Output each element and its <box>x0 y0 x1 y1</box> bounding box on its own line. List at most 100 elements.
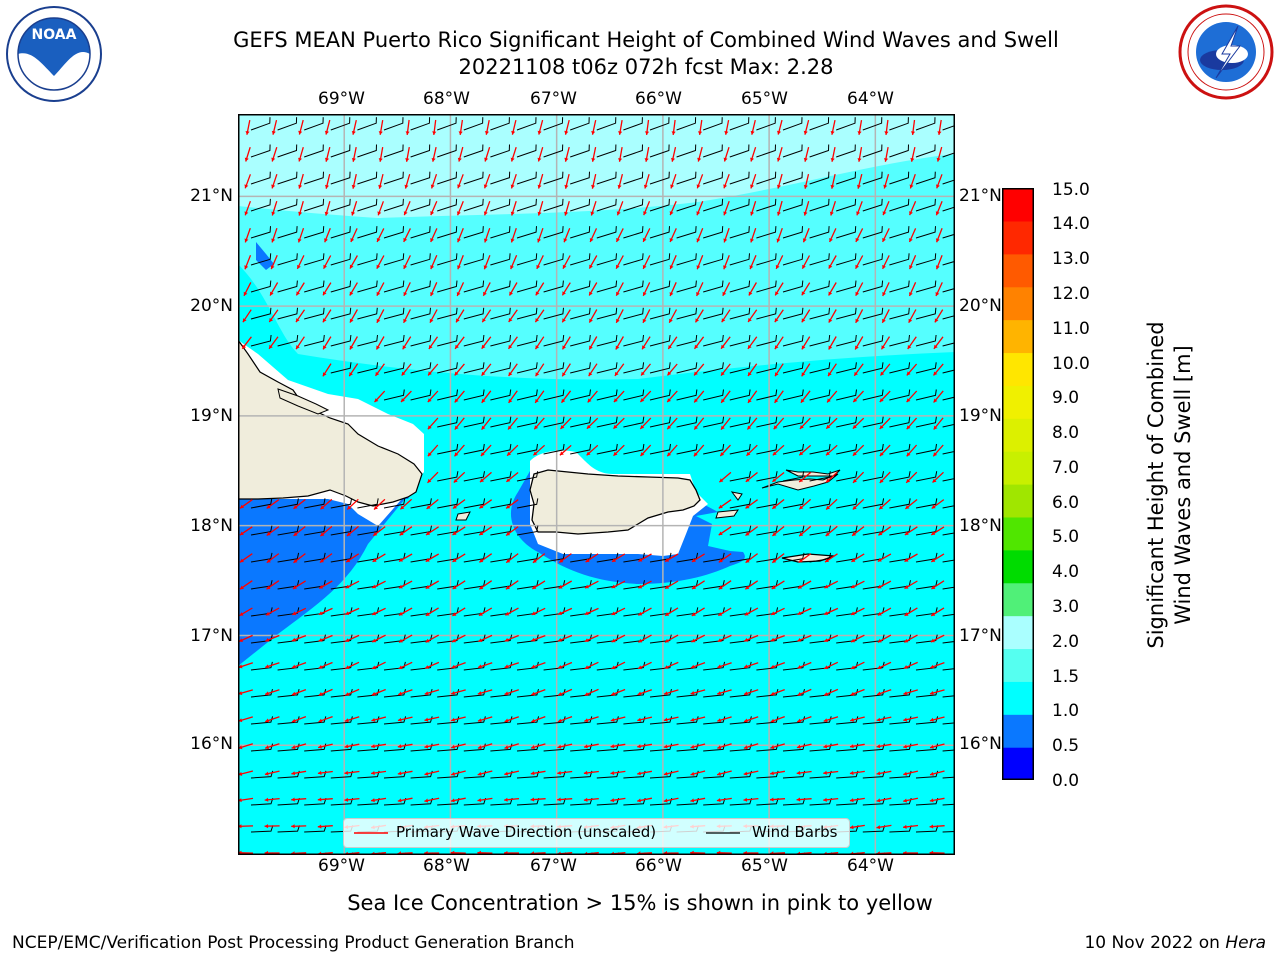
wave-arrowhead <box>590 211 595 216</box>
wave-arrowhead <box>318 665 323 669</box>
wave-arrowhead <box>426 505 431 509</box>
wave-arrowhead <box>296 291 300 296</box>
wind-barb <box>649 171 670 185</box>
wind-barb <box>756 688 779 698</box>
wave-arrowhead <box>297 264 301 269</box>
colorbar-segment <box>1002 714 1034 748</box>
wave-arrowhead <box>692 585 696 589</box>
wave-arrowhead <box>747 344 752 349</box>
wave-arrowhead <box>851 584 855 589</box>
wave-arrowhead <box>372 558 377 562</box>
wind-barb <box>277 661 300 671</box>
wave-arrowhead <box>803 157 808 162</box>
wind-barb <box>463 362 485 374</box>
wind-barb <box>516 797 540 806</box>
wind-barb <box>782 171 803 185</box>
wind-barb <box>862 253 883 266</box>
wave-arrowhead <box>664 691 668 696</box>
wind-barb <box>836 334 857 347</box>
wave-arrowhead <box>351 184 356 189</box>
wave-arrowhead <box>852 532 857 536</box>
wind-barb <box>729 171 750 185</box>
wave-arrowhead <box>770 771 774 776</box>
wave-arrowhead <box>455 344 459 349</box>
wind-barb <box>782 797 806 806</box>
wind-barb <box>357 253 378 266</box>
wind-barb <box>703 389 724 401</box>
wave-arrowhead <box>531 611 536 616</box>
wave-arrowhead <box>557 770 561 775</box>
wave-arrowhead <box>721 371 725 376</box>
wind-barb <box>703 307 724 320</box>
wind-barb <box>277 198 298 212</box>
wind-barb <box>862 688 885 698</box>
wind-barb <box>543 334 565 347</box>
wind-barb <box>596 144 617 158</box>
wave-arrowhead <box>828 291 833 296</box>
wind-barb <box>782 688 805 698</box>
wave-arrowhead <box>531 745 535 750</box>
wave-arrowhead <box>772 532 777 536</box>
wave-arrowhead <box>935 265 940 270</box>
wave-arrowhead <box>909 238 913 242</box>
colorbar-segment <box>1002 385 1034 419</box>
wind-barb <box>703 688 726 698</box>
wave-arrowhead <box>829 238 833 242</box>
wave-arrowhead <box>510 157 515 162</box>
wind-barb <box>703 144 723 158</box>
wave-arrowhead <box>271 157 276 162</box>
wave-arrowhead <box>934 318 939 323</box>
wind-barb <box>649 416 671 428</box>
wave-arrowhead <box>401 398 405 402</box>
wind-barb <box>516 661 539 671</box>
wave-arrowhead <box>797 692 802 696</box>
wave-arrowhead <box>403 211 408 216</box>
wave-arrowhead <box>930 638 935 643</box>
wind-barb <box>570 716 593 725</box>
wind-barb <box>596 117 617 131</box>
wave-arrowhead <box>802 238 807 243</box>
wave-arrowhead <box>291 745 296 750</box>
wave-arrowhead <box>271 211 276 216</box>
wind-barb <box>596 634 619 644</box>
wave-arrowhead <box>430 292 434 296</box>
wave-arrowhead <box>877 638 882 643</box>
wave-arrowhead <box>589 318 593 323</box>
wave-arrowhead <box>479 504 484 509</box>
wind-barb <box>676 634 699 644</box>
wave-arrowhead <box>881 345 886 350</box>
wind-barb <box>330 607 353 617</box>
wind-barb <box>490 471 512 482</box>
wave-arrowhead <box>451 717 455 722</box>
wave-arrowhead <box>451 744 455 749</box>
wind-barb <box>756 443 778 455</box>
wave-arrowhead <box>669 318 673 323</box>
wind-barb <box>437 362 458 374</box>
wave-arrowhead <box>298 184 303 189</box>
wave-arrowhead <box>637 798 641 803</box>
wave-arrowhead <box>829 211 834 216</box>
wind-barb <box>383 389 405 401</box>
wave-arrowhead <box>506 531 511 536</box>
wave-arrowhead <box>770 637 775 642</box>
wave-arrowhead <box>611 638 616 643</box>
wave-arrowhead <box>378 158 383 162</box>
wind-barb <box>942 206 955 212</box>
wave-arrowhead <box>504 664 509 669</box>
wave-arrowhead <box>618 158 623 162</box>
wind-barb <box>942 586 955 590</box>
wave-arrowhead <box>724 131 729 135</box>
wave-arrowhead <box>826 424 831 429</box>
wind-barb <box>330 334 352 347</box>
wave-arrowhead <box>430 238 434 242</box>
wave-arrowhead <box>878 531 883 536</box>
wind-barb <box>862 661 885 671</box>
wave-arrowhead <box>239 638 243 642</box>
wave-arrowhead <box>744 664 748 669</box>
wave-arrowhead <box>716 798 721 803</box>
wave-arrowhead <box>270 265 275 270</box>
wind-barb <box>463 280 485 293</box>
wave-arrowhead <box>930 691 934 695</box>
wave-arrowhead <box>344 744 349 749</box>
wave-arrowhead <box>317 797 322 802</box>
